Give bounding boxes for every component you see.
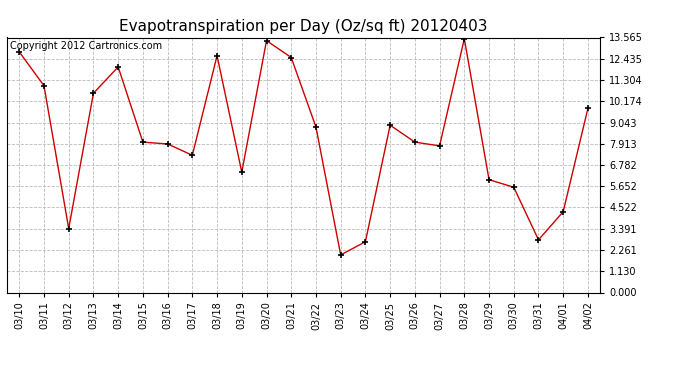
Text: Copyright 2012 Cartronics.com: Copyright 2012 Cartronics.com: [10, 41, 162, 51]
Text: Evapotranspiration per Day (Oz/sq ft) 20120403: Evapotranspiration per Day (Oz/sq ft) 20…: [119, 19, 488, 34]
